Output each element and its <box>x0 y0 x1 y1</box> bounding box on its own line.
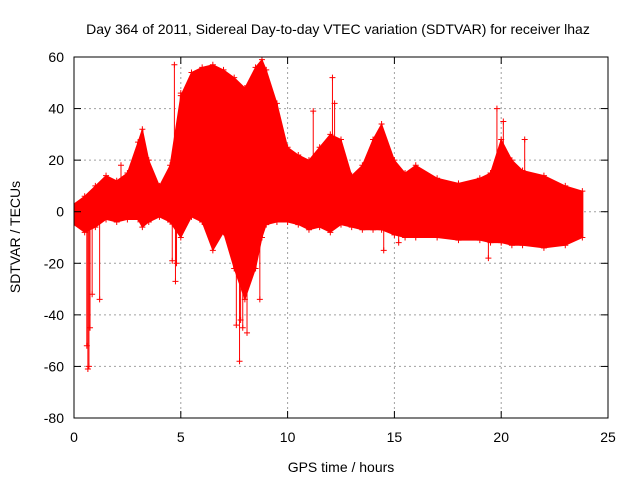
data-point <box>231 74 238 272</box>
data-point <box>81 193 88 236</box>
data-point <box>177 90 184 97</box>
y-tick-label: 40 <box>48 101 64 117</box>
data-point <box>209 61 216 254</box>
data-point <box>508 157 515 249</box>
data-point <box>305 157 312 233</box>
data-point <box>402 170 409 241</box>
data-point <box>380 247 387 254</box>
data-point <box>135 139 142 223</box>
data-point <box>329 74 336 81</box>
data-point <box>113 177 120 226</box>
data-point <box>434 175 441 241</box>
x-tick-label: 15 <box>387 429 403 445</box>
data-point <box>87 324 94 331</box>
data-point <box>284 144 291 226</box>
data-point <box>412 162 419 241</box>
data-point <box>521 136 528 143</box>
data-point <box>295 151 302 228</box>
data-point <box>89 291 96 298</box>
data-point <box>476 175 483 244</box>
data-point <box>327 131 334 236</box>
y-tick-label: -40 <box>44 307 64 323</box>
data-point <box>169 257 176 264</box>
x-tick-label: 10 <box>280 429 296 445</box>
data-point <box>331 100 338 107</box>
data-point <box>485 255 492 262</box>
data-point <box>85 363 92 370</box>
data-point <box>487 170 494 246</box>
data-point <box>348 172 355 231</box>
y-tick-label: 20 <box>48 152 64 168</box>
data-point <box>359 162 366 233</box>
data-point <box>423 172 430 179</box>
data-point <box>378 121 385 233</box>
data-point <box>562 182 569 249</box>
data-point <box>220 66 227 236</box>
data-point <box>498 136 505 246</box>
data-point <box>96 296 103 303</box>
plot-frame <box>73 56 609 419</box>
data-point <box>408 182 415 189</box>
data-point <box>173 260 180 267</box>
data-point <box>92 182 99 231</box>
data-point <box>256 296 263 303</box>
data-point <box>84 366 91 373</box>
data-point <box>236 358 243 365</box>
x-tick-label: 5 <box>177 429 185 445</box>
y-tick-label: -60 <box>44 358 64 374</box>
data-point <box>540 172 547 251</box>
y-tick-label: 60 <box>48 49 64 65</box>
y-axis-label: SDTVAR / TECUs <box>7 181 23 293</box>
data-point <box>258 57 265 241</box>
data-point <box>316 144 323 231</box>
data-point <box>156 182 163 220</box>
data-point <box>338 136 344 228</box>
data-point <box>241 84 248 303</box>
data-point <box>263 66 270 228</box>
data-point <box>500 118 507 125</box>
y-tick-label: 0 <box>56 204 64 220</box>
data-point <box>395 239 402 246</box>
data-point <box>199 64 206 226</box>
y-tick-label: -80 <box>44 410 64 426</box>
data-point <box>103 172 110 223</box>
data-point <box>455 180 462 244</box>
x-tick-label: 20 <box>493 429 509 445</box>
data-point <box>370 136 377 233</box>
data-point <box>171 61 178 68</box>
data-point <box>493 105 500 112</box>
data-point <box>310 108 317 115</box>
x-axis-label: GPS time / hours <box>288 459 395 475</box>
data-point <box>239 324 246 331</box>
data-point <box>244 329 251 336</box>
data-point <box>273 100 280 226</box>
data-point <box>233 322 240 329</box>
chart-title: Day 364 of 2011, Sidereal Day-to-day VTE… <box>86 21 590 37</box>
data-point <box>139 126 146 231</box>
data-point <box>172 278 179 285</box>
data-point <box>391 157 398 238</box>
data-point <box>579 188 586 241</box>
data-point <box>124 170 131 223</box>
y-tick-label: -20 <box>44 255 64 271</box>
data-point <box>252 64 259 272</box>
axis-ticks: 0 5 10 15 20 25 -80 -60 -40 -20 0 20 40 60 <box>44 49 616 445</box>
data-point <box>188 69 195 220</box>
data-point <box>145 157 152 226</box>
data-point <box>519 167 526 249</box>
data-point <box>167 162 174 226</box>
data-point <box>117 162 124 169</box>
x-tick-label: 0 <box>70 429 78 445</box>
x-tick-label: 25 <box>600 429 616 445</box>
data-series <box>74 57 586 373</box>
